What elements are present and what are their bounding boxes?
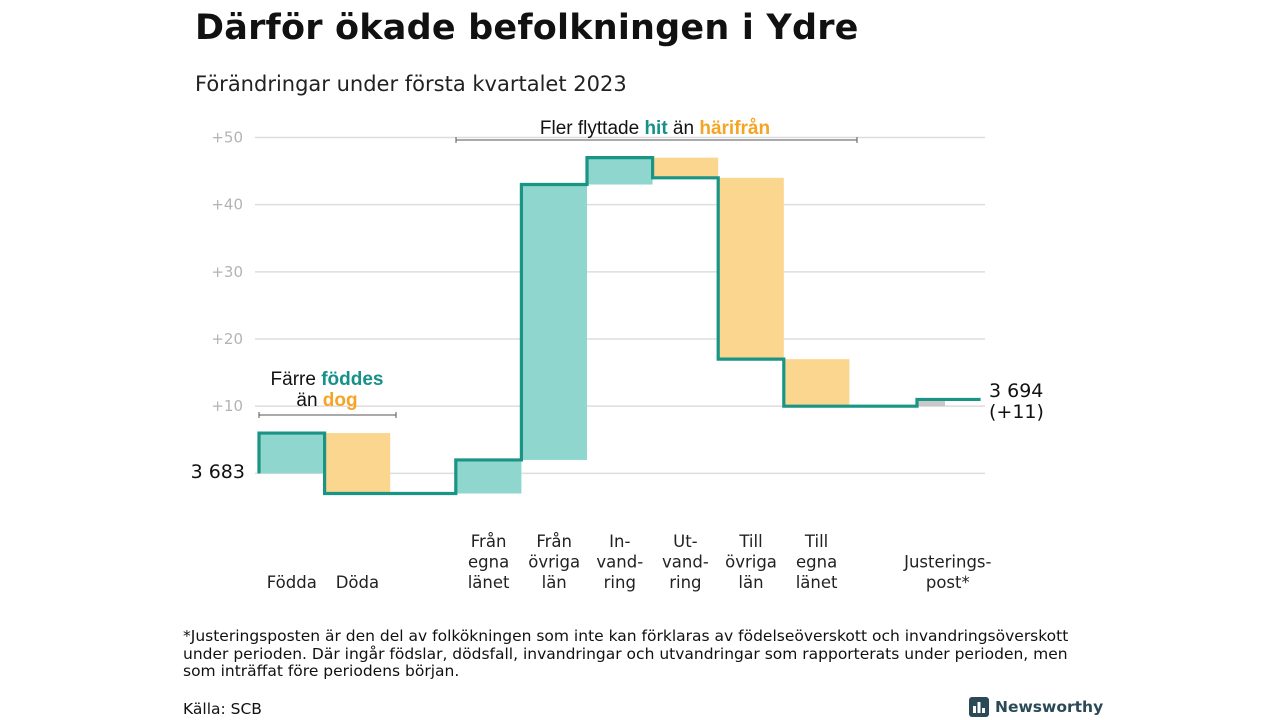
category-label-till-ovriga-lan: övriga xyxy=(725,553,777,572)
bar-till-ovriga-lan xyxy=(718,177,784,360)
bar-invandring xyxy=(587,157,653,185)
births-annotation-line2: än dog xyxy=(296,390,357,411)
source-label: Källa: SCB xyxy=(183,700,262,718)
waterfall-chart: +10+20+30+40+50 Födda DödaFrånegnalänetFr… xyxy=(191,118,1044,592)
start-value-label: 3 683 xyxy=(191,461,245,483)
y-tick-label: +30 xyxy=(211,263,243,281)
category-label-invandring: In- xyxy=(609,532,630,551)
category-label-fran-egna-lanet: egna xyxy=(468,553,509,572)
y-tick-label: +40 xyxy=(211,196,243,214)
births-annotation-line1: Färre föddes xyxy=(271,369,384,390)
category-label-fran-egna-lanet: länet xyxy=(468,573,510,592)
end-change-label: (+11) xyxy=(989,401,1044,423)
category-label-till-ovriga-lan: Till xyxy=(738,532,762,551)
category-label-fran-ovriga-lan: övriga xyxy=(528,553,580,572)
brand-logo: Newsworthy xyxy=(969,696,1103,718)
bar-till-egna-lanet xyxy=(783,359,850,407)
category-label-fran-egna-lanet: Från xyxy=(471,532,507,551)
chart-title: Därför ökade befolkningen i Ydre xyxy=(195,8,859,48)
category-label-justeringspost: Justerings- xyxy=(903,553,991,572)
footnote: *Justeringsposten är den del av folkökni… xyxy=(183,627,1069,680)
category-label-fodda: Födda xyxy=(267,573,317,592)
y-tick-label: +10 xyxy=(211,397,243,415)
category-label-invandring: vand- xyxy=(596,553,643,572)
category-label-justeringspost: post* xyxy=(926,573,970,592)
end-value-label: 3 694 xyxy=(989,380,1043,402)
category-label-fran-ovriga-lan: län xyxy=(542,573,567,592)
category-label-till-ovriga-lan: län xyxy=(738,573,763,592)
bar-doda xyxy=(324,433,391,494)
brand-name: Newsworthy xyxy=(995,698,1104,716)
category-label-till-egna-lanet: egna xyxy=(796,553,837,572)
population-step-line xyxy=(257,156,981,496)
category-label-till-egna-lanet: Till xyxy=(804,532,828,551)
bar-utvandring xyxy=(652,157,719,178)
migration-annotation: Fler flyttade hit än härifrån xyxy=(540,118,770,139)
bar-fran-egna-lanet xyxy=(455,459,522,494)
category-label-fran-ovriga-lan: Från xyxy=(536,532,572,551)
bar-fodda xyxy=(259,433,325,474)
category-label-till-egna-lanet: länet xyxy=(796,573,838,592)
y-tick-label: +20 xyxy=(211,330,243,348)
bar-fran-ovriga-lan xyxy=(521,184,587,460)
chart-subtitle: Förändringar under första kvartalet 2023 xyxy=(195,72,627,96)
bar-justeringspost xyxy=(917,399,945,407)
category-label-invandring: ring xyxy=(604,573,636,592)
category-label-utvandring: vand- xyxy=(662,553,709,572)
category-label-doda: Döda xyxy=(336,573,379,592)
category-label-utvandring: Ut- xyxy=(673,532,698,551)
bar-chart-logo-icon xyxy=(969,697,989,717)
y-tick-label: +50 xyxy=(211,129,243,147)
category-label-utvandring: ring xyxy=(669,573,701,592)
